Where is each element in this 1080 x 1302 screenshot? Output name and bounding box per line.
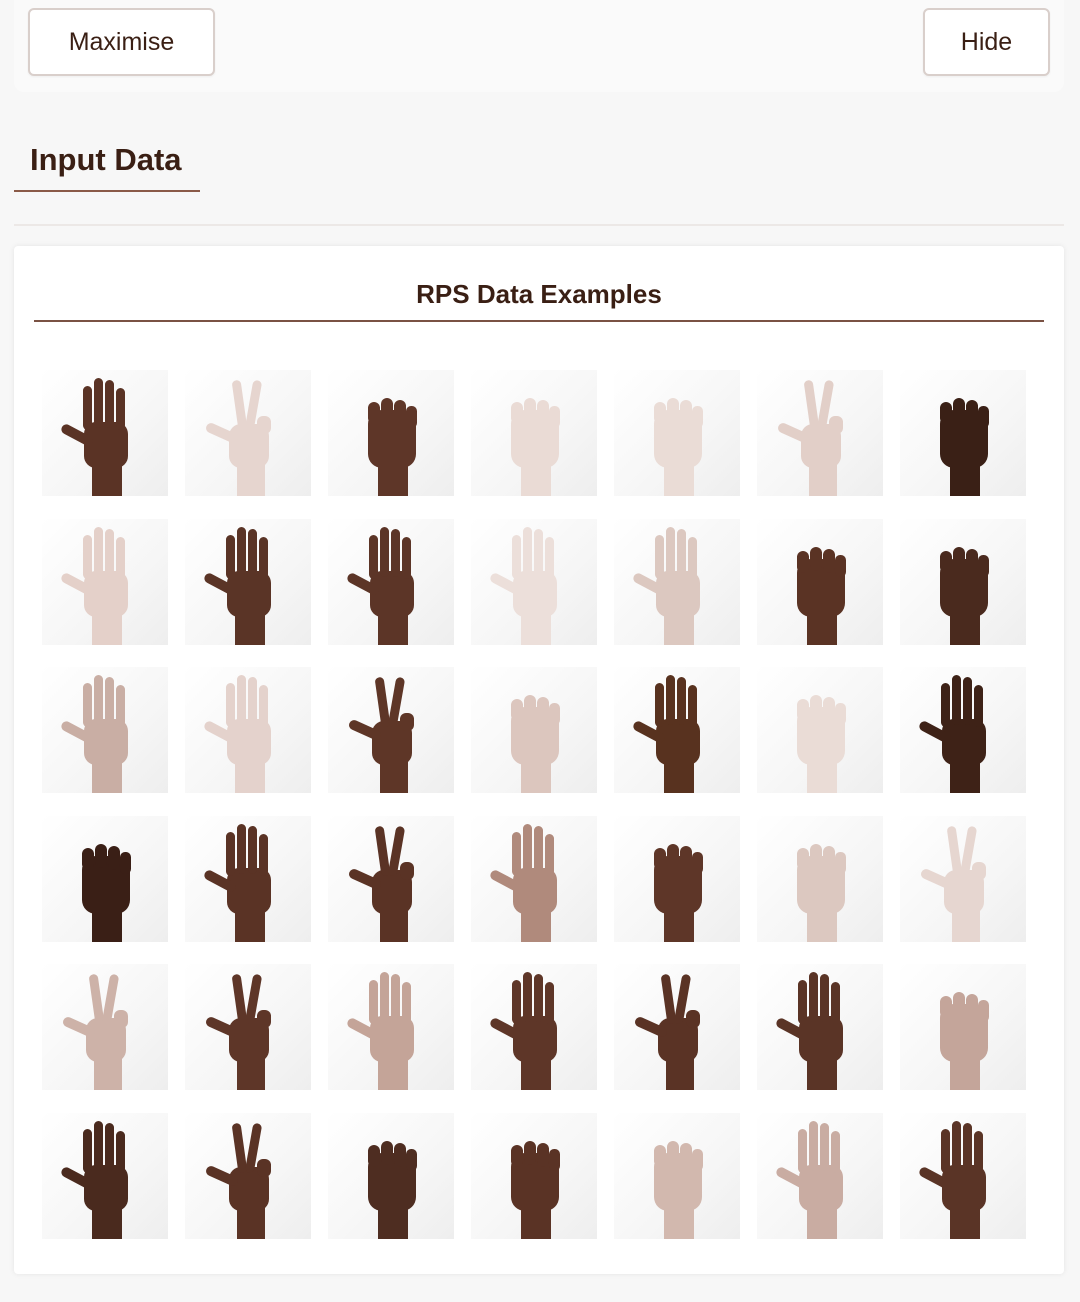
example-image-rock bbox=[614, 1112, 740, 1239]
example-image-grid bbox=[42, 370, 1032, 1250]
example-image-scissors bbox=[185, 1112, 311, 1239]
example-image-paper bbox=[614, 667, 740, 793]
example-image-paper bbox=[185, 518, 311, 645]
example-image-paper bbox=[900, 667, 1026, 793]
example-image-rock bbox=[614, 370, 740, 496]
example-image-rock bbox=[757, 667, 883, 793]
example-image-paper bbox=[757, 1112, 883, 1239]
example-image-scissors bbox=[42, 964, 168, 1090]
example-image-paper bbox=[42, 370, 168, 496]
example-image-scissors bbox=[185, 370, 311, 496]
example-image-scissors bbox=[614, 964, 740, 1090]
example-image-paper bbox=[757, 964, 883, 1090]
hide-button[interactable]: Hide bbox=[923, 8, 1050, 76]
example-image-rock bbox=[471, 1112, 597, 1239]
example-image-rock bbox=[900, 518, 1026, 645]
example-image-rock bbox=[471, 667, 597, 793]
panel-title: RPS Data Examples bbox=[34, 272, 1044, 322]
example-image-rock bbox=[757, 518, 883, 645]
example-image-paper bbox=[185, 815, 311, 942]
example-image-paper bbox=[185, 667, 311, 793]
example-image-rock bbox=[42, 815, 168, 942]
examples-panel: RPS Data Examples bbox=[14, 246, 1064, 1274]
example-image-paper bbox=[471, 518, 597, 645]
example-image-paper bbox=[900, 1112, 1026, 1239]
example-image-rock bbox=[328, 1112, 454, 1239]
example-image-rock bbox=[614, 815, 740, 942]
example-image-paper bbox=[471, 815, 597, 942]
example-image-paper bbox=[471, 964, 597, 1090]
example-image-rock bbox=[328, 370, 454, 496]
example-image-scissors bbox=[757, 370, 883, 496]
example-image-rock bbox=[757, 815, 883, 942]
example-image-rock bbox=[900, 370, 1026, 496]
example-image-paper bbox=[328, 518, 454, 645]
toolbar: Maximise Hide bbox=[14, 0, 1064, 92]
example-image-scissors bbox=[185, 964, 311, 1090]
example-image-rock bbox=[471, 370, 597, 496]
example-image-paper bbox=[42, 667, 168, 793]
example-image-scissors bbox=[900, 815, 1026, 942]
example-image-paper bbox=[42, 1112, 168, 1239]
maximise-button[interactable]: Maximise bbox=[28, 8, 215, 76]
example-image-paper bbox=[42, 518, 168, 645]
example-image-paper bbox=[328, 964, 454, 1090]
example-image-scissors bbox=[328, 667, 454, 793]
tab-input-data[interactable]: Input Data bbox=[14, 130, 200, 192]
example-image-paper bbox=[614, 518, 740, 645]
example-image-rock bbox=[900, 964, 1026, 1090]
tab-bar: Input Data bbox=[14, 112, 1064, 226]
example-image-scissors bbox=[328, 815, 454, 942]
